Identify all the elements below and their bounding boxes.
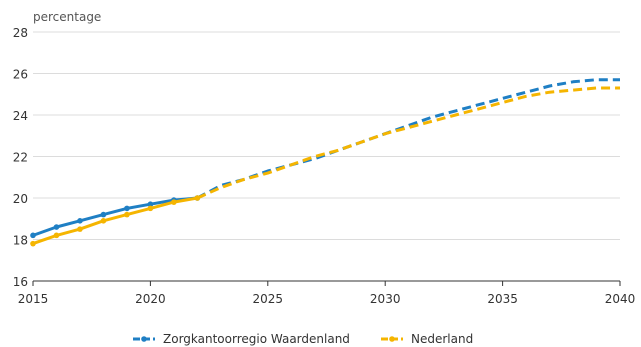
axes: 16 18 20 22 24 26 28 2015 2020 2025 2030 2035 2040 (13, 26, 636, 306)
y-tick-label: 20 (13, 192, 28, 206)
y-tick-label: 26 (13, 68, 28, 82)
y-tick-label: 24 (13, 109, 28, 123)
series-line-forecast (196, 86, 620, 200)
legend-marker (141, 336, 147, 342)
series-line-observed (32, 196, 198, 246)
legend-item: Zorgkantoorregio Waardenland (133, 332, 350, 346)
data-point (30, 232, 36, 239)
data-point (30, 240, 36, 247)
legend-label: Nederland (411, 332, 473, 346)
x-tick-label: 2020 (135, 292, 166, 306)
data-point (53, 232, 60, 239)
y-tick-label: 28 (13, 26, 28, 40)
series-1 (30, 78, 620, 239)
y-axis-label: percentage (33, 10, 101, 24)
data-point (124, 205, 130, 212)
data-point (77, 218, 83, 224)
data-point (124, 211, 130, 218)
x-tick-label: 2015 (18, 292, 49, 306)
x-tick-label: 2035 (487, 292, 518, 306)
x-tick-label: 2040 (605, 292, 636, 306)
legend-marker (389, 336, 395, 342)
legend-label: Zorgkantoorregio Waardenland (163, 332, 350, 346)
legend-item: Nederland (381, 332, 473, 346)
data-point (147, 201, 154, 208)
data-point (100, 211, 107, 218)
series-line-forecast (196, 78, 620, 200)
x-tick-label: 2030 (370, 292, 401, 306)
data-point (77, 226, 83, 232)
legend: Zorgkantoorregio Waardenland Nederland (133, 332, 473, 346)
y-tick-label: 22 (13, 151, 28, 165)
y-tick-label: 16 (13, 275, 28, 289)
series-lines (30, 78, 620, 247)
data-point (171, 199, 177, 205)
data-point (53, 224, 60, 230)
series-2 (30, 86, 620, 247)
data-point (100, 218, 107, 224)
gridlines (33, 31, 620, 240)
data-point (194, 195, 201, 201)
series-line-observed (32, 196, 198, 237)
x-tick-label: 2025 (253, 292, 284, 306)
y-tick-label: 18 (13, 234, 28, 248)
data-point (147, 205, 154, 212)
